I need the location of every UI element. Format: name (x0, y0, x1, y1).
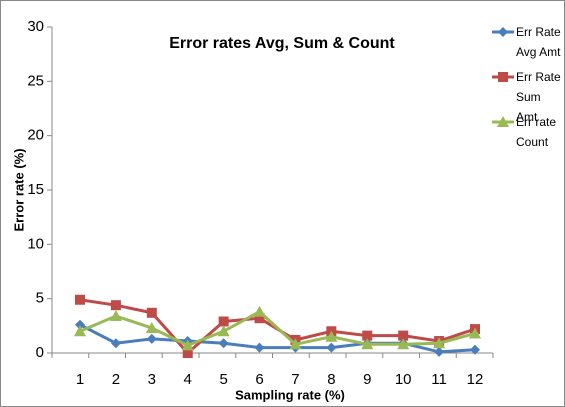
data-point (110, 300, 121, 311)
x-tick-label: 9 (363, 371, 371, 388)
data-point (217, 325, 230, 337)
data-point (433, 337, 446, 349)
x-tick-label: 4 (184, 371, 192, 388)
data-point (74, 325, 86, 337)
data-point (182, 348, 193, 358)
y-tick-label: 20 (27, 127, 44, 144)
x-tick-label: 5 (219, 371, 227, 388)
y-axis-label: Error rate (%) (11, 148, 26, 231)
y-tick-label: 30 (27, 18, 44, 35)
data-point (469, 327, 481, 339)
x-tick-label: 2 (112, 371, 120, 388)
data-point (289, 338, 302, 350)
data-point (75, 319, 85, 330)
data-point (181, 339, 194, 351)
legend-marker (497, 116, 509, 127)
x-tick-label: 12 (467, 371, 484, 388)
chart-title: Error rates Avg, Sum & Count (169, 35, 395, 52)
legend-label: Err Rate Avg Amt (516, 25, 561, 59)
data-point (470, 344, 480, 355)
data-point (253, 305, 266, 317)
legend-marker (498, 72, 508, 82)
legend-marker (498, 27, 508, 37)
data-point (146, 307, 157, 318)
data-point (218, 316, 229, 327)
x-tick-label: 11 (431, 371, 447, 388)
y-tick-label: 0 (36, 344, 44, 361)
data-point (146, 333, 157, 344)
y-tick-label: 15 (27, 181, 44, 198)
x-tick-label: 7 (291, 371, 299, 388)
y-tick-label: 25 (27, 72, 44, 89)
data-point (361, 338, 374, 350)
data-point (110, 338, 121, 349)
x-axis-label: Sampling rate (%) (235, 387, 345, 402)
x-tick-label: 8 (327, 371, 335, 388)
x-tick-label: 3 (148, 371, 156, 388)
x-tick-label: 6 (255, 371, 263, 388)
data-point (398, 330, 409, 341)
x-tick-label: 1 (76, 371, 84, 388)
x-tick-label: 10 (395, 371, 412, 388)
data-point (434, 346, 445, 357)
data-point (362, 330, 373, 341)
data-point (325, 330, 338, 342)
legend-label: Err Rate Sum Amt (516, 70, 561, 124)
data-point (75, 294, 85, 305)
y-tick-label: 10 (27, 235, 44, 252)
data-point (397, 338, 410, 350)
data-point (218, 338, 229, 349)
series-line (79, 309, 476, 348)
data-point (254, 313, 265, 324)
data-point (145, 322, 158, 334)
y-tick-label: 5 (36, 290, 44, 307)
legend-label: Err rate Count (516, 115, 557, 149)
data-point (254, 342, 265, 353)
data-point (326, 342, 337, 353)
data-point (109, 310, 122, 322)
